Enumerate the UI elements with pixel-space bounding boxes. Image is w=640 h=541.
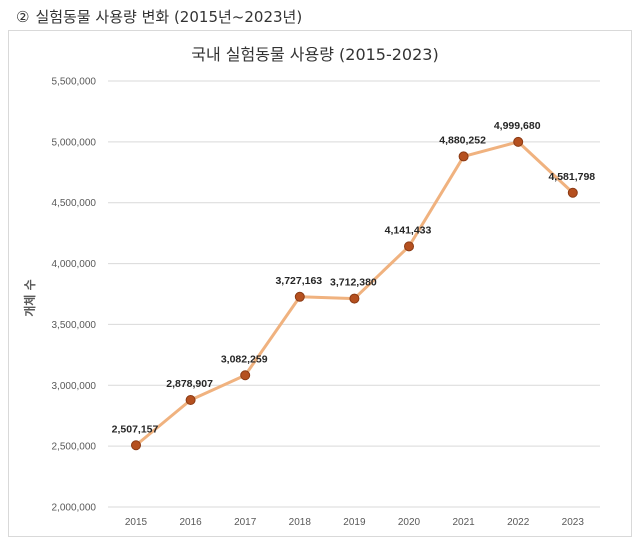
y-tick-label: 2,500,000 (52, 442, 97, 453)
data-point (404, 241, 414, 252)
data-point (567, 187, 578, 198)
x-axis-ticks: 2015 2016 2017 2018 2019 2020 2021 2022 2023 (125, 517, 584, 528)
x-tick-label: 2017 (234, 517, 257, 528)
data-point (185, 395, 196, 406)
data-label: 4,141,433 (385, 224, 432, 236)
section-number: ② (16, 8, 30, 26)
y-tick-label: 5,000,000 (52, 137, 97, 148)
chart-frame (8, 30, 632, 537)
data-point (240, 370, 251, 381)
x-tick-label: 2016 (179, 517, 202, 528)
chart-title: 국내 실험동물 사용량 (2015-2023) (191, 45, 438, 64)
x-tick-label: 2018 (289, 517, 312, 528)
gridlines (108, 80, 600, 508)
y-axis-ticks: 2,000,000 2,500,000 3,000,000 3,500,000 4,00… (52, 77, 97, 514)
data-point (294, 291, 305, 302)
data-label: 4,880,252 (439, 134, 486, 146)
section-heading: ② 실험동물 사용량 변화 (2015년~2023년) (16, 6, 302, 27)
y-tick-label: 4,500,000 (52, 198, 97, 209)
x-tick-label: 2015 (125, 517, 148, 528)
x-tick-label: 2019 (343, 517, 366, 528)
y-tick-label: 5,500,000 (52, 77, 97, 88)
data-point (349, 293, 360, 304)
section-heading-text: 실험동물 사용량 변화 (2015년~2023년) (35, 8, 303, 26)
data-label: 2,507,157 (112, 423, 159, 435)
data-label: 3,082,259 (221, 353, 268, 365)
data-label: 4,999,680 (494, 120, 541, 132)
data-label: 2,878,907 (166, 378, 213, 390)
y-tick-label: 4,000,000 (52, 259, 97, 270)
data-label: 3,712,380 (330, 277, 377, 289)
data-point (458, 151, 469, 162)
data-label: 3,727,163 (275, 275, 322, 287)
data-labels: 2,507,157 2,878,907 3,082,259 3,727,163 3,71… (112, 120, 596, 435)
y-tick-label: 3,000,000 (52, 381, 97, 392)
y-axis-label: 개체 수 (22, 279, 37, 316)
data-label: 4,581,798 (548, 171, 595, 183)
data-point (513, 136, 524, 147)
x-tick-label: 2021 (452, 517, 475, 528)
x-tick-label: 2023 (562, 517, 585, 528)
x-tick-label: 2020 (398, 517, 421, 528)
data-points (131, 136, 578, 451)
y-tick-label: 2,000,000 (52, 503, 97, 514)
y-tick-label: 3,500,000 (52, 320, 97, 331)
x-tick-label: 2022 (507, 517, 530, 528)
data-point (131, 440, 141, 451)
